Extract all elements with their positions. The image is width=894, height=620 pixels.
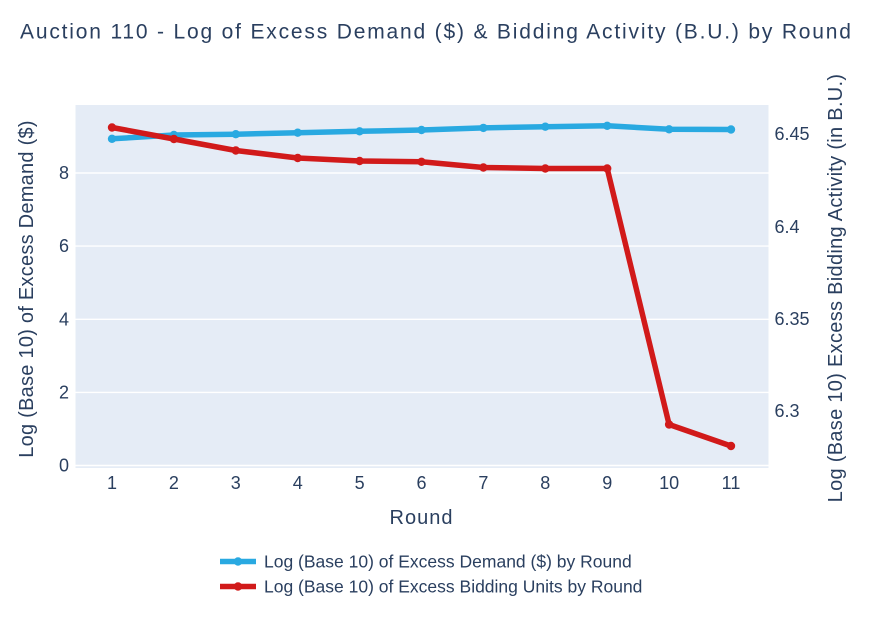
svg-text:Round: Round — [390, 507, 454, 529]
svg-text:5: 5 — [355, 473, 365, 493]
svg-text:10: 10 — [659, 473, 679, 493]
svg-text:Log (Base 10) of Excess Demand: Log (Base 10) of Excess Demand ($) by Ro… — [264, 552, 632, 572]
svg-text:4: 4 — [59, 309, 69, 329]
svg-text:6.4: 6.4 — [775, 217, 800, 237]
svg-text:6.45: 6.45 — [775, 124, 810, 144]
svg-text:6.3: 6.3 — [775, 401, 800, 421]
svg-text:1: 1 — [107, 473, 117, 493]
svg-text:3: 3 — [231, 473, 241, 493]
svg-text:Log (Base 10) of Excess Biddin: Log (Base 10) of Excess Bidding Units by… — [264, 577, 642, 597]
svg-text:Log (Base 10) Excess Bidding A: Log (Base 10) Excess Bidding Activity (i… — [825, 74, 847, 503]
svg-text:11: 11 — [722, 473, 741, 493]
svg-text:7: 7 — [478, 473, 488, 493]
svg-text:6: 6 — [59, 236, 69, 256]
svg-text:0: 0 — [59, 456, 69, 476]
svg-text:2: 2 — [169, 473, 179, 493]
svg-text:Log (Base 10) of Excess Demand: Log (Base 10) of Excess Demand ($) — [16, 120, 38, 458]
svg-text:8: 8 — [59, 163, 69, 183]
svg-text:6: 6 — [416, 473, 426, 493]
svg-text:6.35: 6.35 — [775, 309, 810, 329]
svg-text:Auction 110 - Log of Excess De: Auction 110 - Log of Excess Demand ($) &… — [20, 21, 853, 44]
svg-text:2: 2 — [59, 382, 69, 402]
svg-text:9: 9 — [602, 473, 612, 493]
svg-text:4: 4 — [293, 473, 303, 493]
svg-text:8: 8 — [540, 473, 550, 493]
